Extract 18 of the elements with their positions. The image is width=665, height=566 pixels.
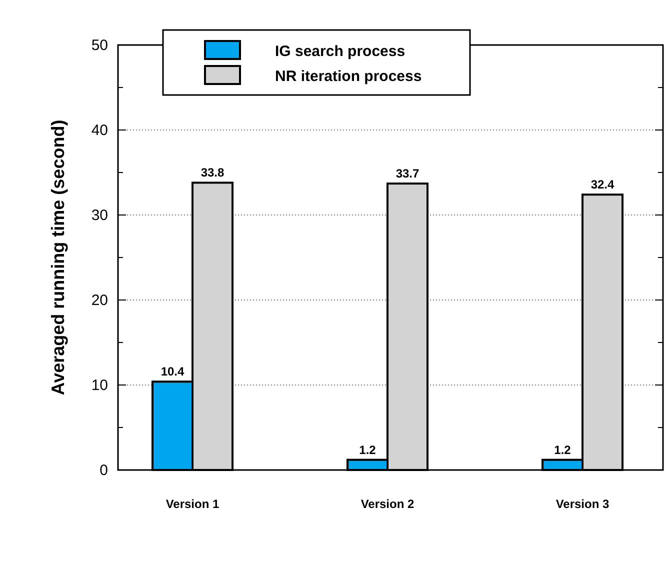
data-label: 33.7	[396, 166, 420, 181]
x-tick-label: Version 2	[360, 497, 414, 511]
data-label: 33.8	[200, 166, 224, 180]
data-label: 32.4	[590, 178, 614, 192]
y-tick-label: 20	[91, 292, 108, 309]
y-tick-label: 40	[91, 122, 108, 139]
data-label: 1.2	[359, 442, 376, 457]
x-tick-label: Version 3	[556, 497, 610, 511]
x-tick-label: Version 1	[166, 497, 220, 511]
y-tick-label: 30	[91, 207, 108, 224]
y-tick-label: 50	[91, 37, 108, 54]
legend-label: NR iteration process	[275, 68, 422, 85]
data-label: 10.4	[160, 364, 184, 379]
data-label: 1.2	[554, 442, 572, 457]
legend-label: IG search process	[275, 43, 406, 60]
y-tick-label: 0	[100, 462, 108, 479]
y-tick-label: 10	[91, 377, 108, 394]
y-axis-title: Averaged running time (second)	[48, 120, 68, 396]
